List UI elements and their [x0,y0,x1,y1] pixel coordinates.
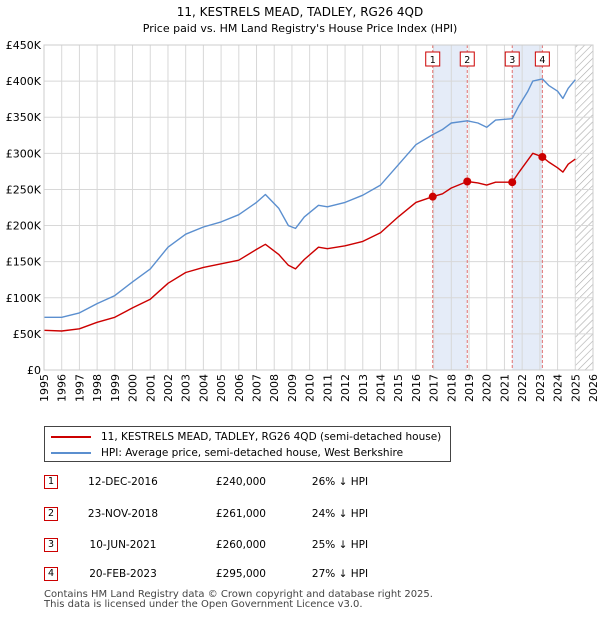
x-tick-label: 2023 [534,374,547,402]
y-tick-label: £250K [6,183,42,196]
x-tick-label: 2002 [162,374,175,402]
table-row: 4 20-FEB-2023 £295,000 27% ↓ HPI [0,567,600,587]
transaction-marker-box [534,51,550,67]
transaction-price: £260,000 [215,539,266,551]
sale-point [463,177,472,186]
x-tick-label: 1996 [56,374,69,402]
x-tick-label: 2004 [197,374,210,402]
transaction-band [512,45,543,370]
footer: Contains HM Land Registry data © Crown c… [44,590,433,610]
x-tick-label: 2018 [445,374,458,402]
y-tick-label: £0 [27,364,41,377]
x-tick-label: 2003 [180,374,193,402]
transaction-hpi: 27% ↓ HPI [311,568,369,580]
y-tick-label: £400K [6,75,42,88]
table-row: 3 10-JUN-2021 £260,000 25% ↓ HPI [0,538,600,558]
plot-frame [43,44,594,371]
x-tick-label: 2007 [251,374,264,402]
x-tick-label: 2009 [286,374,299,402]
y-tick-label: £300K [6,147,42,160]
x-tick-label: 2005 [215,374,228,402]
x-tick-label: 2010 [304,374,317,402]
sale-point [428,192,437,201]
x-tick-label: 2015 [392,374,405,402]
y-tick-label: £100K [6,292,42,305]
x-tick-label: 2000 [127,374,140,402]
x-tick-label: 2021 [498,374,511,402]
x-tick-label: 2011 [321,374,334,402]
x-tick-label: 2014 [374,374,387,402]
sale-point [508,178,517,187]
x-tick-label: 2020 [481,374,494,402]
transaction-marker-label: 3 [509,55,515,66]
series-line [43,152,576,332]
transaction-hpi: 24% ↓ HPI [311,508,369,520]
legend-swatch-property [51,436,91,438]
table-row: 1 12-DEC-2016 £240,000 26% ↓ HPI [0,475,600,495]
x-tick-label: 1999 [109,374,122,402]
x-tick-label: 2017 [428,374,441,402]
sale-point [538,152,547,161]
transaction-marker-label: 4 [539,55,545,66]
legend-label-property: 11, KESTRELS MEAD, TADLEY, RG26 4QD (sem… [101,431,442,443]
y-tick-label: £200K [6,220,42,233]
legend-item-property: 11, KESTRELS MEAD, TADLEY, RG26 4QD (sem… [51,429,441,445]
x-tick-label: 2006 [233,374,246,402]
y-tick-label: £350K [6,111,42,124]
x-tick-label: 2012 [339,374,352,402]
transaction-date: 23-NOV-2018 [87,508,159,520]
transaction-marker-label: 1 [430,55,436,66]
transaction-band [432,45,468,370]
legend-item-hpi: HPI: Average price, semi-detached house,… [51,445,403,461]
chart-legend: 11, KESTRELS MEAD, TADLEY, RG26 4QD (sem… [44,426,451,462]
y-tick-label: £450K [6,39,42,52]
x-tick-label: 1995 [38,374,51,402]
transaction-marker-box [425,51,441,67]
x-tick-label: 2026 [587,374,600,402]
transaction-hpi: 25% ↓ HPI [311,539,369,551]
transaction-price: £295,000 [215,568,266,580]
y-tick-label: £150K [6,256,42,269]
footer-copyright: Contains HM Land Registry data © Crown c… [44,589,433,600]
transaction-marker-box [459,51,475,67]
y-tick-label: £50K [13,328,42,341]
x-tick-label: 2013 [357,374,370,402]
forecast-hatch [575,45,593,370]
transaction-date: 12-DEC-2016 [88,476,158,488]
x-tick-label: 2019 [463,374,476,402]
transaction-number: 4 [44,567,58,581]
x-tick-label: 2025 [569,374,582,402]
transaction-hpi: 26% ↓ HPI [311,476,369,488]
chart-title: 11, KESTRELS MEAD, TADLEY, RG26 4QD [177,5,423,19]
x-tick-label: 1997 [73,374,86,402]
x-tick-label: 2001 [144,374,157,402]
x-tick-label: 2024 [552,374,565,402]
price-chart: 11, KESTRELS MEAD, TADLEY, RG26 4QD Price… [6,5,600,402]
legend-label-hpi: HPI: Average price, semi-detached house,… [101,447,404,459]
transaction-marker-label: 2 [464,55,470,66]
transaction-price: £261,000 [215,508,266,520]
transaction-date: 20-FEB-2023 [89,568,157,580]
x-tick-label: 2022 [516,374,529,402]
footer-licence: This data is licensed under the Open Gov… [44,599,363,610]
plot-area [44,45,593,370]
x-tick-label: 1998 [91,374,104,402]
transaction-marker-box [504,51,520,67]
table-row: 2 23-NOV-2018 £261,000 24% ↓ HPI [0,507,600,527]
transaction-number: 2 [44,507,58,521]
transaction-number: 3 [44,538,58,552]
legend-swatch-hpi [51,452,91,454]
series-line [44,78,576,318]
transaction-number: 1 [44,475,58,489]
transaction-price: £240,000 [215,476,266,488]
x-tick-label: 2016 [410,374,423,402]
transaction-date: 10-JUN-2021 [89,539,157,551]
x-tick-label: 2008 [268,374,281,402]
chart-subtitle: Price paid vs. HM Land Registry's House … [143,22,458,35]
